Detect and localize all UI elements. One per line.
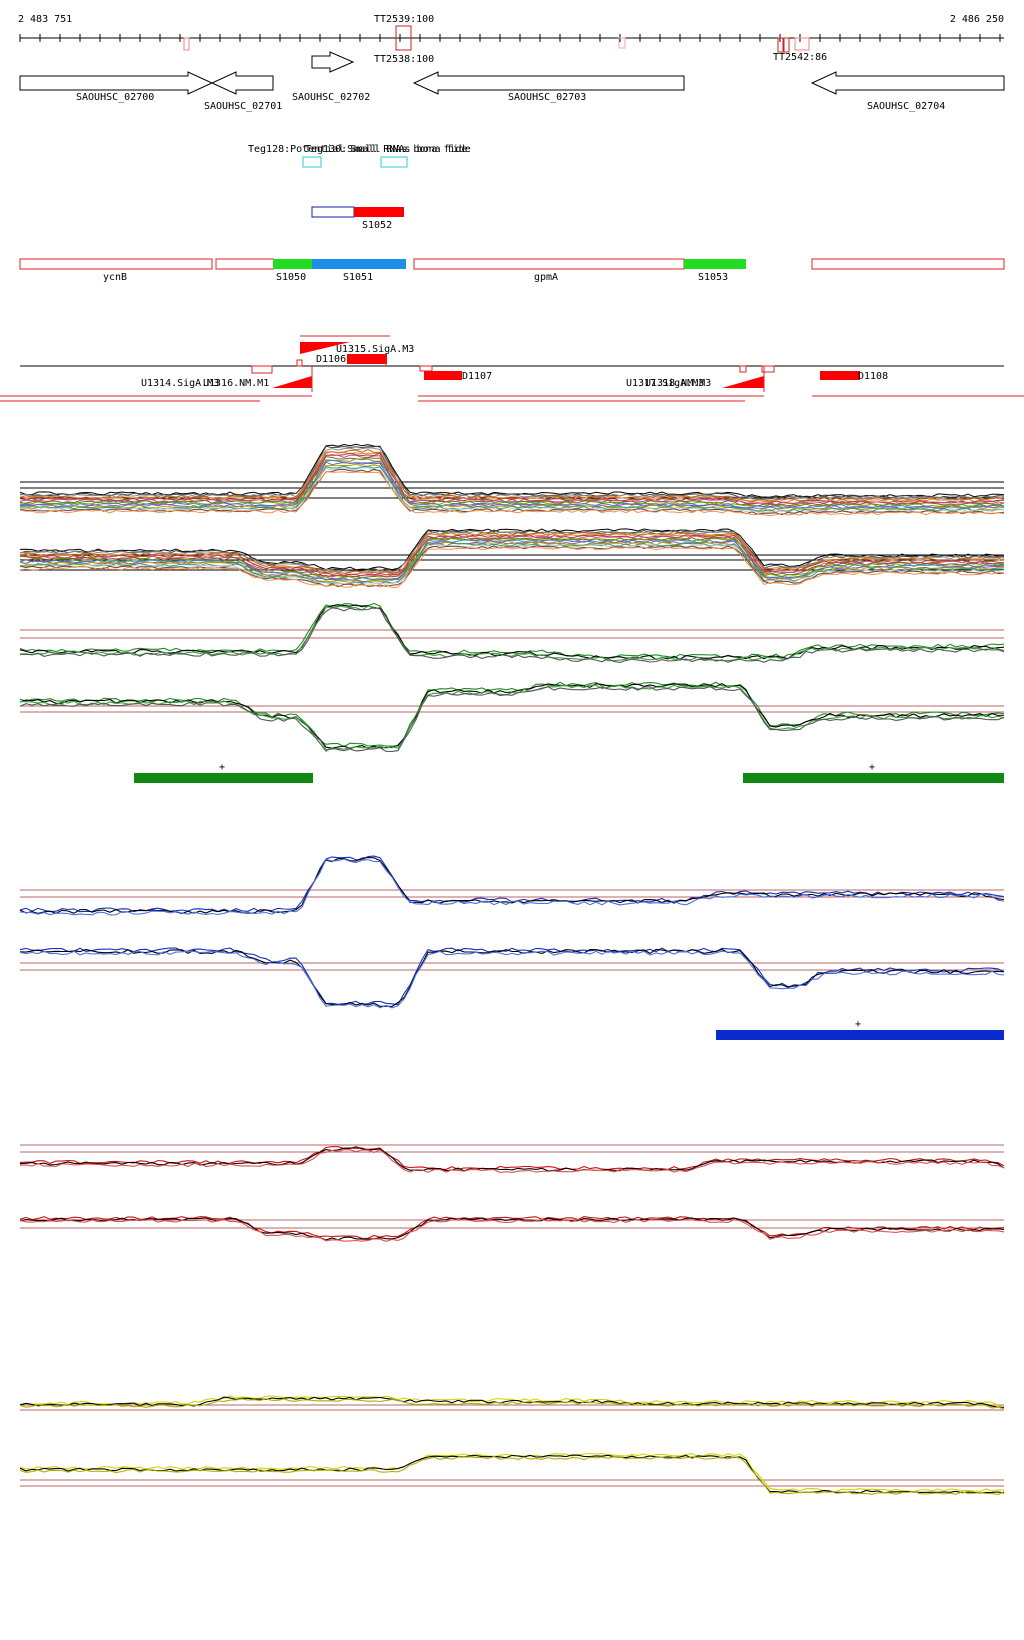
- expression-line: [19, 530, 1005, 573]
- expression-line: [19, 1219, 1005, 1242]
- significance-mark: +: [219, 762, 225, 773]
- expression-line: [19, 470, 1005, 517]
- segment-label: S1053: [698, 272, 728, 283]
- segment-label: ycnB: [103, 272, 127, 283]
- expression-line: [19, 451, 1005, 503]
- gene-label: SAOUHSC_02703: [508, 92, 586, 103]
- gene-arrow[interactable]: [210, 71, 274, 95]
- gene-arrow[interactable]: [810, 71, 1005, 95]
- expression-line: [19, 467, 1005, 514]
- expression-line: [19, 1216, 1005, 1239]
- significance-track: + + +: [134, 762, 1004, 1040]
- gene-arrow[interactable]: [412, 71, 685, 95]
- segment-track: S1052 ycnB S1050 S1051 gpmA S1053: [19, 206, 1005, 283]
- promoter-label: D1106: [316, 354, 346, 365]
- expression-line: [19, 681, 1005, 748]
- expression-line: [19, 447, 1005, 501]
- segment-label: S1051: [343, 272, 373, 283]
- expression-line: [19, 454, 1005, 506]
- expression-line: [19, 858, 1005, 916]
- promoter-label: U1314.SigA.M3: [141, 378, 219, 389]
- promoter-label: U1318.NM.M3: [645, 378, 711, 389]
- promoter-label: U1317.SigA.M3: [626, 378, 704, 389]
- segment-label: S1052: [362, 220, 392, 231]
- expression-track-yellow: [19, 1395, 1005, 1496]
- srna-label: Teg128:Potential Small RNAs bona fide: [248, 144, 471, 155]
- expression-line: [19, 1149, 1005, 1173]
- segment-label: S1050: [276, 272, 306, 283]
- significance-mark: +: [869, 762, 875, 773]
- ruler-end-label: 2 486 250: [950, 14, 1004, 25]
- expression-track-blue: [19, 855, 1005, 1009]
- expression-line: [19, 1395, 1005, 1409]
- expression-line: [19, 546, 1005, 589]
- expression-line: [19, 540, 1005, 583]
- promoter-label: U1316.NM.M1: [203, 378, 269, 389]
- expression-line: [19, 545, 1005, 588]
- expression-line: [19, 950, 1005, 1009]
- gene-arrow[interactable]: [311, 51, 355, 73]
- gene-label: SAOUHSC_02700: [76, 92, 154, 103]
- expression-line: [19, 1217, 1005, 1241]
- expression-track-all-conditions: [19, 443, 1005, 589]
- segment-label: gpmA: [534, 272, 558, 283]
- promoter-label: U1315.SigA.M3: [336, 344, 414, 355]
- expression-line: [19, 1454, 1005, 1494]
- ruler-start-label: 2 483 751: [18, 14, 72, 25]
- expression-line: [19, 443, 1005, 498]
- expression-line: [19, 1455, 1005, 1496]
- expression-line: [19, 684, 1005, 750]
- srna-track: Teg128:Potential Small RNAs bona fide Te…: [248, 144, 471, 168]
- expression-track-green: [19, 602, 1005, 753]
- significance-mark: +: [855, 1019, 861, 1030]
- terminator-label: TT2539:100: [374, 14, 434, 25]
- expression-line: [19, 542, 1005, 585]
- srna-label: Teg130:Small RNAs bona fide: [305, 144, 468, 155]
- expression-line: [19, 856, 1005, 914]
- terminator-label: TT2542:86: [773, 52, 827, 63]
- expression-line: [19, 449, 1005, 502]
- terminator-track: TT2539:100 TT2538:100 TT2542:86: [183, 14, 827, 65]
- expression-line: [19, 461, 1005, 510]
- expression-line: [19, 465, 1005, 513]
- expression-line: [19, 535, 1005, 578]
- expression-line: [19, 1146, 1005, 1171]
- expression-line: [19, 539, 1004, 581]
- expression-line: [19, 948, 1005, 1007]
- promoter-label: D1108: [858, 371, 888, 382]
- expression-line: [19, 533, 1005, 576]
- expression-line: [19, 607, 1005, 663]
- expression-line: [19, 528, 1005, 571]
- expression-line: [19, 459, 1005, 509]
- expression-line: [19, 1398, 1005, 1410]
- coordinate-ruler: 2 483 751 2 486 250: [18, 14, 1004, 42]
- expression-line: [19, 682, 1005, 749]
- expression-line: [19, 529, 1005, 572]
- expression-line: [19, 445, 1005, 499]
- gene-label: SAOUHSC_02704: [867, 101, 945, 112]
- expression-line: [19, 541, 1005, 584]
- gene-track: SAOUHSC_02700 SAOUHSC_02701 SAOUHSC_0270…: [19, 51, 1005, 112]
- promoter-label: D1107: [462, 371, 492, 382]
- expression-line: [19, 686, 1005, 753]
- gene-arrow[interactable]: [19, 71, 214, 95]
- ruler-ticks: [19, 34, 1001, 42]
- gene-label: SAOUHSC_02702: [292, 92, 370, 103]
- expression-line: [19, 604, 1005, 660]
- promoter-track: U1315.SigA.M3 D1106 U1314.SigA.M3 U1316.…: [0, 335, 1024, 402]
- expression-track-red: [19, 1144, 1005, 1242]
- gene-label: SAOUHSC_02701: [204, 101, 282, 112]
- terminator-label: TT2538:100: [374, 54, 434, 65]
- expression-line: [19, 947, 1005, 1006]
